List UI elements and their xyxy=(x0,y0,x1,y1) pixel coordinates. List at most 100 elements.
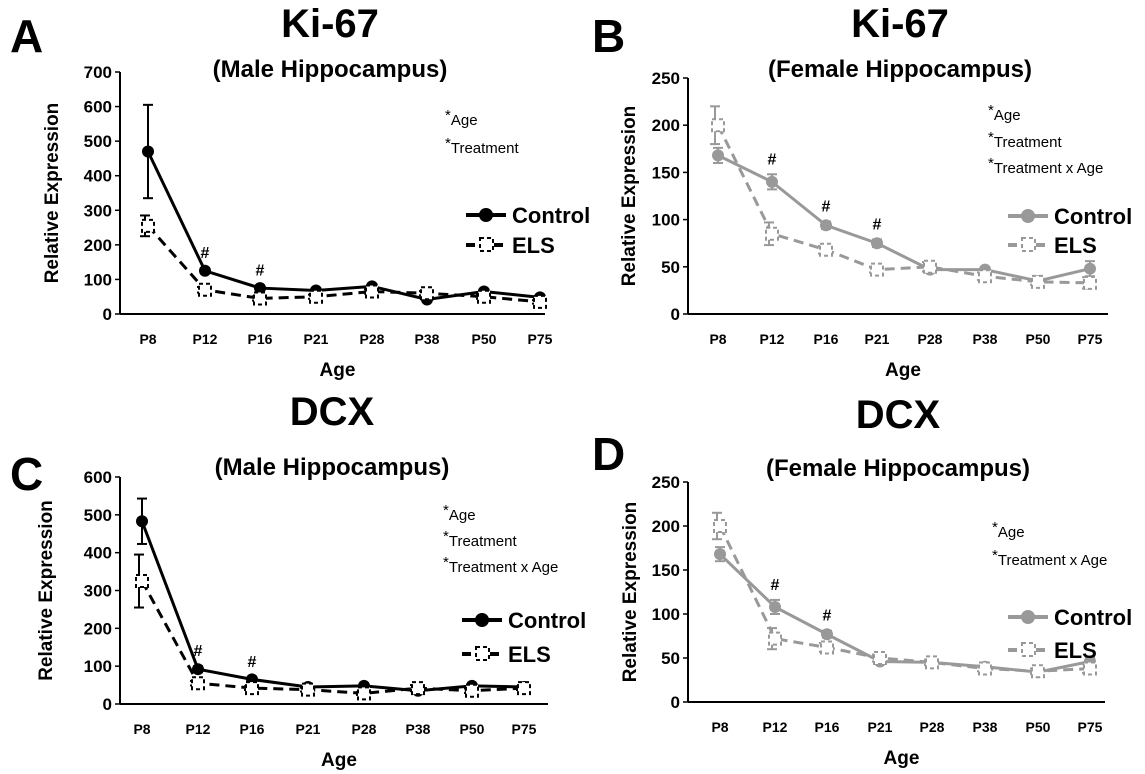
data-point xyxy=(420,286,434,301)
chart-panel-b: B Ki-67 (Female Hippocampus) 0 50 100 150 200 25… xyxy=(592,2,1132,381)
data-point xyxy=(465,683,479,698)
data-point xyxy=(871,237,883,250)
y-tick-label: 600 xyxy=(84,468,112,487)
series-line xyxy=(718,525,1091,673)
post-hoc-marker: # xyxy=(823,608,832,625)
series-line xyxy=(140,520,525,693)
significance-label: *Treatment xyxy=(443,528,517,550)
data-point xyxy=(191,676,205,691)
significance-star: * xyxy=(992,547,998,564)
data-point xyxy=(923,259,937,274)
y-axis-label: Relative Expression xyxy=(620,502,641,683)
x-tick-label: P38 xyxy=(973,719,998,735)
legend-swatch-marker xyxy=(1021,610,1035,624)
x-axis-label: Age xyxy=(885,360,921,381)
series-line xyxy=(146,150,541,302)
significance-label: *Age xyxy=(992,519,1025,541)
significance-text: Treatment x Age xyxy=(994,160,1104,177)
significance-text: Treatment x Age xyxy=(449,559,559,576)
chart-subtitle: (Female Hippocampus) xyxy=(766,455,1030,482)
x-tick-label: P12 xyxy=(186,721,211,737)
panel-letter: C xyxy=(10,448,43,500)
post-hoc-marker: # xyxy=(256,262,265,279)
legend-item: ELS xyxy=(1008,638,1097,663)
data-point xyxy=(820,219,832,232)
significance-star: * xyxy=(992,519,998,536)
legend-label: Control xyxy=(512,203,590,228)
data-point xyxy=(768,631,782,646)
y-tick-label: 500 xyxy=(84,506,112,525)
y-tick-label: 150 xyxy=(652,561,680,580)
y-tick-label: 100 xyxy=(652,211,680,230)
data-point xyxy=(819,242,833,257)
legend-label: Control xyxy=(1054,204,1132,229)
data-point xyxy=(769,600,781,613)
chart-panel-d: D DCX (Female Hippocampus) 0 50 100 150 200 250 P… xyxy=(592,393,1132,769)
series-line xyxy=(716,124,1091,285)
y-tick-label: 400 xyxy=(84,544,112,563)
data-point xyxy=(142,145,154,158)
x-tick-label: P50 xyxy=(1026,331,1051,347)
data-point xyxy=(141,218,155,233)
x-tick-label: P16 xyxy=(248,331,273,347)
x-tick-label: P50 xyxy=(460,721,485,737)
panel-letter: B xyxy=(592,10,625,62)
legend-swatch-marker xyxy=(475,646,490,661)
chart-title: Ki-67 xyxy=(281,2,379,46)
x-tick-label: P50 xyxy=(1026,719,1051,735)
data-point xyxy=(533,294,547,309)
series-els xyxy=(710,105,1097,290)
chart-title: Ki-67 xyxy=(851,2,949,46)
data-point xyxy=(477,289,491,304)
chart-title: DCX xyxy=(856,393,941,437)
data-point xyxy=(978,269,992,284)
y-tick-label: 0 xyxy=(103,305,112,324)
y-axis-label: Relative Expression xyxy=(36,500,57,681)
x-tick-label: P16 xyxy=(240,721,265,737)
legend-label: ELS xyxy=(508,642,551,667)
x-tick-label: P75 xyxy=(512,721,537,737)
y-tick-label: 500 xyxy=(84,132,112,151)
legend-item: Control xyxy=(462,608,586,633)
x-tick-label: P8 xyxy=(133,721,150,737)
data-point xyxy=(714,548,726,561)
y-tick-label: 700 xyxy=(84,63,112,82)
series-control xyxy=(142,103,546,306)
x-tick-label: P21 xyxy=(304,331,329,347)
significance-text: Age xyxy=(449,507,476,524)
y-tick-label: 100 xyxy=(652,605,680,624)
x-tick-label: P8 xyxy=(709,331,726,347)
y-axis-label: Relative Expression xyxy=(619,106,640,287)
x-tick-label: P28 xyxy=(360,331,385,347)
significance-label: *Age xyxy=(988,102,1021,124)
panel-letter: D xyxy=(592,428,625,480)
significance-text: Treatment x Age xyxy=(998,552,1108,569)
significance-star: * xyxy=(445,107,451,124)
x-tick-label: P50 xyxy=(472,331,497,347)
post-hoc-marker: # xyxy=(771,577,780,594)
chart-subtitle: (Female Hippocampus) xyxy=(768,56,1032,83)
data-point xyxy=(1031,664,1045,679)
legend-swatch-marker xyxy=(479,237,494,252)
x-tick-label: P8 xyxy=(711,719,728,735)
data-point xyxy=(1083,275,1097,290)
legend-item: Control xyxy=(466,203,590,228)
y-tick-label: 0 xyxy=(103,695,112,714)
y-axis-label: Relative Expression xyxy=(42,103,63,284)
x-axis-label: Age xyxy=(320,360,356,381)
data-point xyxy=(135,574,149,589)
significance-text: Age xyxy=(994,107,1021,124)
data-point xyxy=(873,651,887,665)
significance-star: * xyxy=(988,102,994,119)
significance-star: * xyxy=(443,502,449,519)
significance-label: *Treatment xyxy=(988,129,1062,151)
data-point xyxy=(192,663,204,676)
y-tick-label: 100 xyxy=(84,270,112,289)
x-axis-label: Age xyxy=(884,748,920,769)
x-tick-label: P16 xyxy=(814,331,839,347)
significance-star: * xyxy=(988,129,994,146)
y-tick-label: 200 xyxy=(652,517,680,536)
post-hoc-marker: # xyxy=(194,643,203,660)
x-tick-label: P28 xyxy=(352,721,377,737)
